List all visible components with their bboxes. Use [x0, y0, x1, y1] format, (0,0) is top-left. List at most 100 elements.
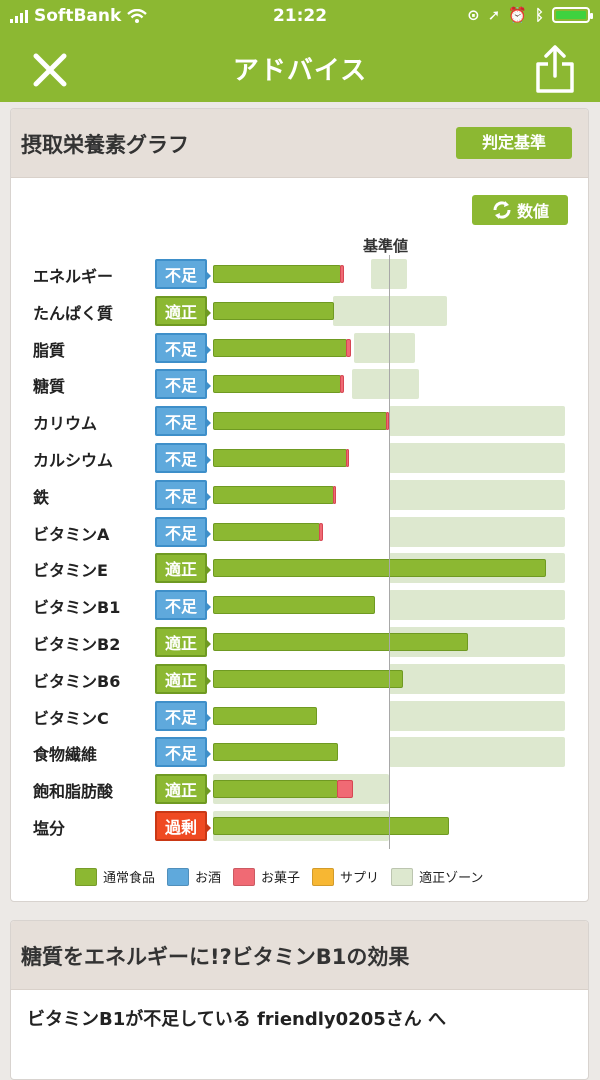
- carrier-name: SoftBank: [34, 6, 122, 26]
- wifi-icon: [127, 9, 148, 23]
- snack-intake-bar: [345, 449, 349, 467]
- nutrient-row: ビタミンB1 不足: [11, 590, 588, 621]
- status-time: 21:22: [272, 6, 328, 26]
- page-title: アドバイス: [232, 56, 368, 86]
- nutrient-label: ビタミンB1: [33, 598, 121, 618]
- nutrient-label: 鉄: [33, 487, 50, 507]
- nutrient-row: ビタミンB6 適正: [11, 663, 588, 694]
- food-intake-bar: [213, 780, 338, 799]
- article-body: ビタミンB1が不足している friendly0205さん へ: [27, 1009, 447, 1030]
- snack-intake-bar: [333, 485, 337, 504]
- legend-label: 適正ゾーン: [419, 871, 484, 886]
- optimal-zone-bar: [371, 259, 407, 289]
- nutrient-row: カリウム 不足: [11, 406, 588, 437]
- legend-swatch: [312, 867, 335, 886]
- nutrient-graph-card: 摂取栄養素グラフ 判定基準 数値 基準値 エネルギー 不足 たんぱく質 適正 脂質 不足糖…: [10, 108, 589, 902]
- nutrient-label: エネルギー: [33, 267, 114, 286]
- carrier-group: SoftBank: [10, 6, 148, 26]
- location-icon: ➚: [487, 6, 501, 24]
- food-intake-bar: [213, 485, 335, 504]
- nutrient-label: たんぱく質: [33, 303, 114, 323]
- food-intake-bar: [213, 633, 469, 651]
- legend-swatch: [167, 867, 190, 886]
- status-badge: 不足: [155, 259, 211, 289]
- signal-icon: [10, 9, 28, 23]
- status-badge: 不足: [155, 406, 211, 437]
- status-badge: 適正: [155, 553, 211, 584]
- status-badge: 不足: [155, 479, 211, 510]
- snack-intake-bar: [386, 412, 390, 431]
- legend-label: お菓子: [261, 871, 301, 886]
- status-icons: ⊙ ➚ ⏰ ᛒ: [467, 6, 593, 24]
- legend-label: サプリ: [340, 871, 380, 886]
- food-intake-bar: [213, 522, 321, 541]
- optimal-zone-bar: [389, 443, 565, 473]
- snack-intake-bar: [340, 265, 344, 283]
- nutrient-row: ビタミンC 不足: [11, 700, 588, 731]
- nutrient-label: 飽和脂肪酸: [33, 782, 114, 802]
- legend-item: サプリ: [312, 867, 379, 886]
- legend-swatch: [75, 867, 97, 886]
- nutrient-row: たんぱく質 適正: [11, 295, 588, 326]
- nutrient-row: ビタミンA 不足: [11, 516, 588, 547]
- criteria-button[interactable]: 判定基準: [456, 127, 572, 159]
- nav-bar: アドバイス: [0, 34, 600, 102]
- reference-label: 基準値: [363, 237, 409, 255]
- legend-item: お酒: [167, 867, 221, 886]
- status-badge: 適正: [155, 295, 211, 326]
- rotation-lock-icon: ⊙: [467, 6, 480, 24]
- nutrient-label: 糖質: [33, 377, 66, 397]
- status-badge: 不足: [155, 369, 211, 400]
- food-intake-bar: [213, 338, 347, 357]
- food-intake-bar: [213, 706, 317, 725]
- article-card[interactable]: 糖質をエネルギーに!?ビタミンB1の効果 ビタミンB1が不足している frien…: [10, 920, 589, 1080]
- optimal-zone-bar: [389, 737, 565, 768]
- value-toggle-button[interactable]: 数値: [472, 195, 568, 225]
- optimal-zone-bar: [389, 590, 565, 621]
- legend-item: 通常食品: [75, 867, 155, 886]
- nutrient-row: カルシウム 不足: [11, 443, 588, 473]
- legend-swatch: [391, 867, 414, 886]
- status-badge: 適正: [155, 774, 211, 805]
- food-intake-bar: [213, 559, 546, 578]
- food-intake-bar: [213, 375, 342, 394]
- nutrient-label: ビタミンB6: [33, 671, 121, 691]
- optimal-zone-bar: [389, 516, 565, 547]
- nutrient-label: ビタミンE: [33, 561, 108, 581]
- nutrient-label: ビタミンB2: [33, 635, 121, 654]
- status-badge: 過剰: [155, 811, 211, 841]
- reference-line: [389, 255, 390, 849]
- nutrient-label: 食物繊維: [33, 745, 98, 765]
- nutrient-row: 糖質 不足: [11, 369, 588, 400]
- food-intake-bar: [213, 412, 388, 431]
- nutrient-row: エネルギー 不足: [11, 259, 588, 289]
- article-title: 糖質をエネルギーに!?ビタミンB1の効果: [21, 945, 410, 969]
- status-badge: 不足: [155, 590, 211, 621]
- refresh-icon: [493, 201, 511, 219]
- status-badge: 不足: [155, 443, 211, 473]
- legend-swatch: [233, 867, 256, 886]
- close-icon[interactable]: [30, 50, 70, 90]
- graph-card-header: 摂取栄養素グラフ 判定基準: [11, 109, 588, 178]
- nutrient-label: 脂質: [33, 340, 66, 360]
- food-intake-bar: [213, 596, 375, 615]
- legend-label: お酒: [195, 871, 222, 886]
- alarm-icon: ⏰: [508, 6, 527, 24]
- food-intake-bar: [213, 669, 404, 688]
- nutrient-label: カルシウム: [33, 451, 114, 470]
- optimal-zone-bar: [353, 332, 416, 363]
- legend-item: 適正ゾーン: [391, 867, 483, 886]
- optimal-zone-bar: [389, 479, 565, 510]
- nutrient-row: 鉄 不足: [11, 479, 588, 510]
- snack-intake-bar: [319, 522, 323, 541]
- nutrient-row: ビタミンB2 適正: [11, 627, 588, 657]
- food-intake-bar: [213, 449, 347, 467]
- optimal-zone-bar: [389, 663, 565, 694]
- chart-legend: 通常食品 お酒 お菓子 サプリ 適正ゾーン: [75, 867, 483, 886]
- share-icon[interactable]: [534, 44, 576, 94]
- status-badge: 不足: [155, 332, 211, 363]
- value-button-label: 数値: [516, 202, 549, 221]
- optimal-zone-bar: [352, 369, 419, 400]
- status-badge: 不足: [155, 516, 211, 547]
- nutrient-row: 脂質 不足: [11, 332, 588, 363]
